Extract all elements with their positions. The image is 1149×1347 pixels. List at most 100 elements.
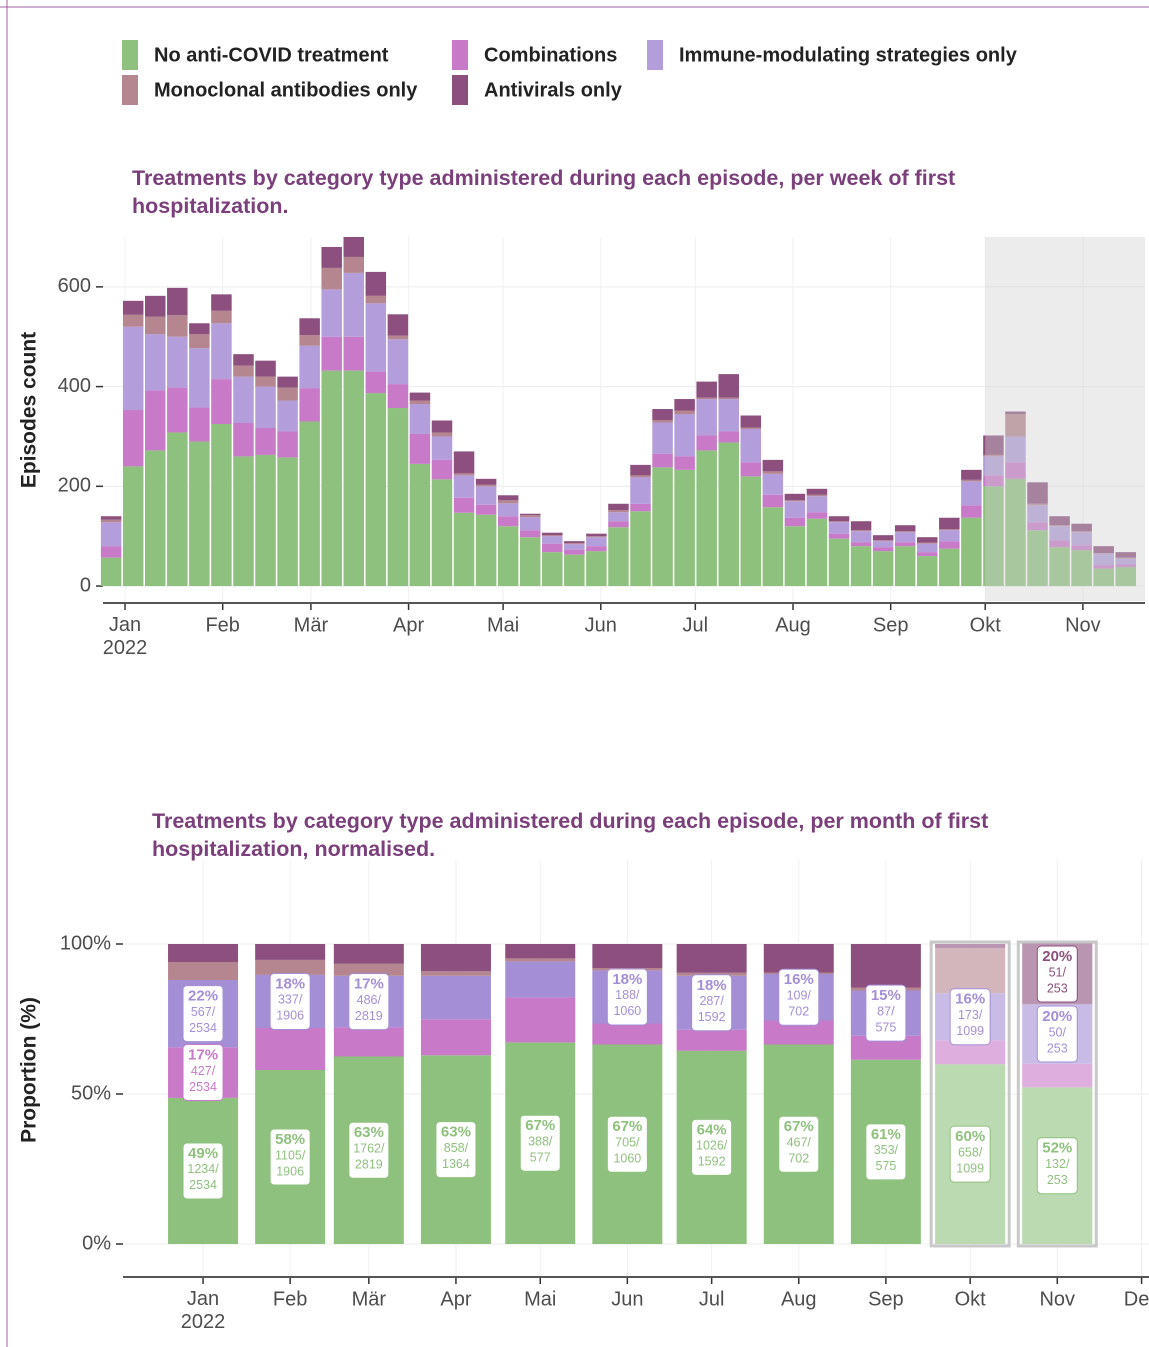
count-label: 1234/: [187, 1162, 219, 1176]
bar-segment: [939, 541, 960, 549]
bar-segment: [519, 530, 541, 538]
value-label-box: [435, 1121, 477, 1179]
total-label: 1060: [613, 1152, 641, 1166]
bar-segment: [144, 450, 166, 587]
bar-segment: [762, 494, 784, 508]
total-label: 2534: [189, 1021, 217, 1035]
bar-segment: [365, 371, 387, 394]
bar-segment: [740, 476, 762, 587]
x-tick-label: Apr: [440, 1288, 471, 1310]
bar-segment: [850, 542, 872, 547]
y-tick-label: 100%: [60, 932, 111, 954]
x-tick-label: Mai: [487, 614, 519, 636]
bar-segment: [387, 339, 409, 385]
bar-segment: [630, 511, 651, 587]
value-label: 67%: [784, 1118, 814, 1135]
bar-segment: [211, 310, 232, 324]
total-label: 1364: [442, 1157, 470, 1171]
bar-segment: [122, 326, 144, 411]
legend-label: No anti-COVID treatment: [154, 44, 389, 66]
bar-segment: [519, 517, 541, 531]
bar-segment: [586, 551, 607, 587]
x-tick-label: Jan 2022: [181, 1288, 226, 1333]
bar-segment: [674, 469, 695, 587]
bar-segment: [505, 944, 576, 959]
bar-segment: [277, 457, 298, 587]
value-label-box: [691, 974, 733, 1032]
count-label: 87/: [877, 1004, 895, 1018]
bar-segment: [299, 421, 320, 587]
bar-segment: [894, 546, 916, 587]
bar-segment: [277, 431, 298, 458]
bar-segment: [475, 484, 497, 487]
bar-segment: [630, 503, 651, 512]
count-label: 1105/: [275, 1148, 306, 1162]
bar-segment: [387, 384, 409, 409]
bar-segment: [168, 944, 239, 962]
bar-segment: [740, 462, 762, 477]
bar-segment: [762, 507, 784, 587]
bar-segment: [144, 295, 166, 317]
bar-segment: [1049, 525, 1070, 527]
bar-segment: [453, 451, 475, 474]
bar-segment: [740, 428, 762, 463]
bar-segment: [564, 543, 585, 545]
x-tick-label: Feb: [273, 1288, 307, 1310]
bar-segment: [1027, 482, 1048, 504]
value-label-box: [182, 1044, 224, 1102]
count-label: 50/: [1049, 1025, 1067, 1039]
bar-segment: [387, 408, 409, 587]
bar-segment: [983, 486, 1004, 587]
value-label-box: [1036, 945, 1078, 1003]
bar-segment: [365, 303, 387, 372]
bar-segment: [718, 431, 739, 443]
value-label-box: [778, 968, 820, 1026]
y-axis-title: Proportion (%): [18, 997, 41, 1143]
bar-segment: [277, 387, 298, 401]
bar-segment: [189, 407, 210, 442]
bar-segment: [1071, 532, 1092, 546]
incomplete-data-shade: [985, 237, 1145, 601]
bar-segment: [961, 479, 982, 482]
total-label: 253: [1047, 1173, 1068, 1187]
bar-segment: [806, 518, 828, 587]
y-tick-label: 200: [58, 475, 91, 497]
bar-segment: [409, 400, 431, 405]
bar-segment: [122, 410, 144, 467]
bar-segment: [872, 535, 894, 541]
bar-segment: [189, 441, 210, 587]
bar-segment: [608, 521, 629, 528]
total-label: 2819: [355, 1158, 383, 1172]
y-tick-label: 0%: [82, 1232, 111, 1254]
bar-segment: [255, 427, 276, 455]
bar-segment: [828, 538, 850, 587]
bar-segment: [189, 334, 210, 349]
bar-segment: [961, 505, 982, 518]
x-tick-label: Okt: [955, 1288, 987, 1310]
x-tick-label: Mai: [524, 1288, 556, 1310]
bar-segment: [935, 948, 1006, 994]
bar-segment: [696, 435, 717, 451]
count-label: 173/: [958, 1008, 983, 1022]
value-label: 49%: [188, 1145, 218, 1162]
value-label-box: [348, 973, 390, 1031]
count-label: 486/: [357, 993, 382, 1007]
value-label: 63%: [354, 1124, 384, 1141]
value-label: 58%: [275, 1131, 305, 1148]
bar-segment: [122, 300, 144, 315]
bar-segment: [1115, 567, 1137, 587]
x-tick-label: Jun: [585, 614, 617, 636]
bar-segment: [850, 531, 872, 543]
bar-segment: [718, 399, 739, 432]
bar-segment: [211, 379, 232, 424]
bar-segment: [872, 547, 894, 552]
total-label: 2534: [189, 1080, 217, 1094]
value-label-box: [182, 1142, 224, 1200]
bar-segment: [674, 410, 695, 415]
value-label-box: [606, 1115, 648, 1173]
bar-segment: [630, 477, 651, 504]
bar-segment: [763, 944, 834, 973]
bar-segment: [321, 289, 342, 337]
bar-segment: [1049, 547, 1070, 587]
y-tick-label: 50%: [71, 1082, 111, 1104]
